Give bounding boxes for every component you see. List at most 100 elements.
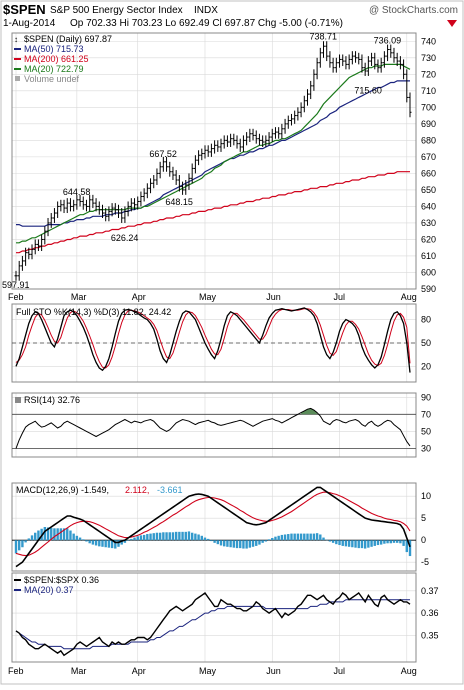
month-label-bottom: Feb <box>8 666 24 676</box>
price-tick-label: 620 <box>421 234 436 244</box>
ratio-tick-label: 0.36 <box>421 608 439 618</box>
price-tick-label: 710 <box>421 86 436 96</box>
rsi-tick-label: 50 <box>421 426 431 436</box>
legend-label: Volume undef <box>24 74 80 84</box>
macd-tick-label: -5 <box>421 557 429 567</box>
ma200-line <box>16 171 410 254</box>
macd-histogram-bar <box>142 534 146 541</box>
macd-histogram-bar <box>315 533 319 541</box>
macd-histogram-bar <box>30 535 34 541</box>
macd-histogram-bar <box>367 540 370 548</box>
macd-histogram-bar <box>322 537 325 541</box>
macd-histogram-bar <box>376 540 380 546</box>
price-tick-label: 700 <box>421 102 436 112</box>
macd-histogram-bar <box>271 538 274 541</box>
macd-histogram-bar <box>280 534 284 541</box>
macd-histogram-bar <box>248 540 252 548</box>
macd-histogram-bar <box>386 540 389 544</box>
macd-histogram-bar <box>82 539 85 541</box>
macd-histogram-bar <box>383 540 386 544</box>
rsi-line <box>15 407 411 449</box>
macd-histogram-bar <box>194 533 197 541</box>
month-label: May <box>199 292 217 302</box>
price-tick-label: 650 <box>421 185 436 195</box>
macd-histogram-bar <box>104 540 107 548</box>
macd-histogram-bar <box>226 540 229 547</box>
macd-histogram-bar <box>210 540 213 542</box>
price-annotation: 597.91 <box>2 280 30 290</box>
macd-signal-line <box>15 491 411 557</box>
macd-histogram-bar <box>165 532 168 541</box>
macd-histogram-bar <box>130 538 133 541</box>
legend-label: MA(50) 715.73 <box>24 44 84 54</box>
macd-panel-frame <box>11 482 417 572</box>
macd-tick-label: 10 <box>421 491 431 501</box>
macd-histogram-bar <box>392 540 396 543</box>
macd-histogram-bar <box>299 533 303 541</box>
macd-histogram-bar <box>245 540 248 549</box>
macd-histogram-bar <box>405 540 408 553</box>
macd-histogram-bar <box>27 538 31 541</box>
month-label-bottom: Apr <box>132 666 146 676</box>
macd-histogram-bar <box>21 540 24 548</box>
macd-histogram-bar <box>325 539 328 541</box>
macd-histogram-bar <box>395 540 399 543</box>
watermark: @ StockCharts.com <box>369 5 458 16</box>
macd-histogram-bar <box>354 540 357 548</box>
macd-histogram-bar <box>126 540 130 541</box>
rsi-legend-swatch <box>15 397 21 403</box>
ma50-line <box>16 80 410 227</box>
macd-histogram-bar <box>85 540 88 542</box>
macd-histogram-bar <box>155 532 159 541</box>
sto-k-line <box>15 307 411 373</box>
macd-histogram-bar <box>258 540 261 545</box>
rsi-title: RSI(14) 32.76 <box>24 395 80 405</box>
legend-swatch <box>15 76 20 81</box>
macd-histogram-bar <box>139 535 143 541</box>
macd-histogram-bar <box>229 540 232 548</box>
macd-histogram-bar <box>152 533 155 541</box>
macd-histogram-bar <box>107 540 111 548</box>
price-tick-label: 690 <box>421 119 436 129</box>
macd-histogram-bar <box>408 540 412 557</box>
legend-label: MA(200) 661.25 <box>24 54 89 64</box>
macd-histogram-bar <box>306 533 309 541</box>
macd-signal-value: 2.112, <box>125 485 149 495</box>
macd-histogram-bar <box>213 540 216 543</box>
month-label: Jun <box>266 292 281 302</box>
month-label-bottom: Jul <box>334 666 346 676</box>
macd-histogram-bar <box>187 531 191 541</box>
macd-histogram-bar <box>338 540 341 546</box>
price-annotation: 644.58 <box>63 187 91 197</box>
macd-histogram-bar <box>239 540 242 549</box>
macd-histogram-bar <box>303 533 306 541</box>
price-tick-label: 720 <box>421 69 436 79</box>
macd-histogram-bar <box>347 540 351 547</box>
header-quote: Op 702.33 Hi 703.23 Lo 692.49 Cl 697.87 … <box>70 18 343 29</box>
macd-histogram-bar <box>360 540 364 549</box>
macd-tick-label: 5 <box>421 513 426 523</box>
macd-histogram-bar <box>203 537 207 541</box>
macd-histogram-bar <box>357 540 360 549</box>
month-label-bottom: Aug <box>401 666 417 676</box>
macd-tick-label: 0 <box>421 535 426 545</box>
macd-histogram-bar <box>101 540 104 547</box>
price-tick-label: 590 <box>421 284 436 294</box>
macd-histogram-bar <box>290 533 293 541</box>
macd-histogram-bar <box>114 540 117 549</box>
rsi-tick-label: 30 <box>421 443 431 453</box>
macd-histogram-bar <box>43 527 47 541</box>
macd-histogram-bar <box>171 532 175 541</box>
macd-title: MACD(12,26,9) -1.549, <box>16 485 109 495</box>
rsi-tick-label: 90 <box>421 392 431 402</box>
price-annotation: 715.60 <box>354 86 382 96</box>
macd-histogram-bar <box>219 540 223 546</box>
macd-histogram-bar <box>146 534 149 541</box>
ratio-tick-label: 0.35 <box>421 630 439 640</box>
ratio-ma-label: MA(20) 0.37 <box>24 585 74 595</box>
month-label-bottom: May <box>199 666 217 676</box>
sto-tick-label: 80 <box>421 315 431 325</box>
macd-histogram-bar <box>158 532 162 541</box>
